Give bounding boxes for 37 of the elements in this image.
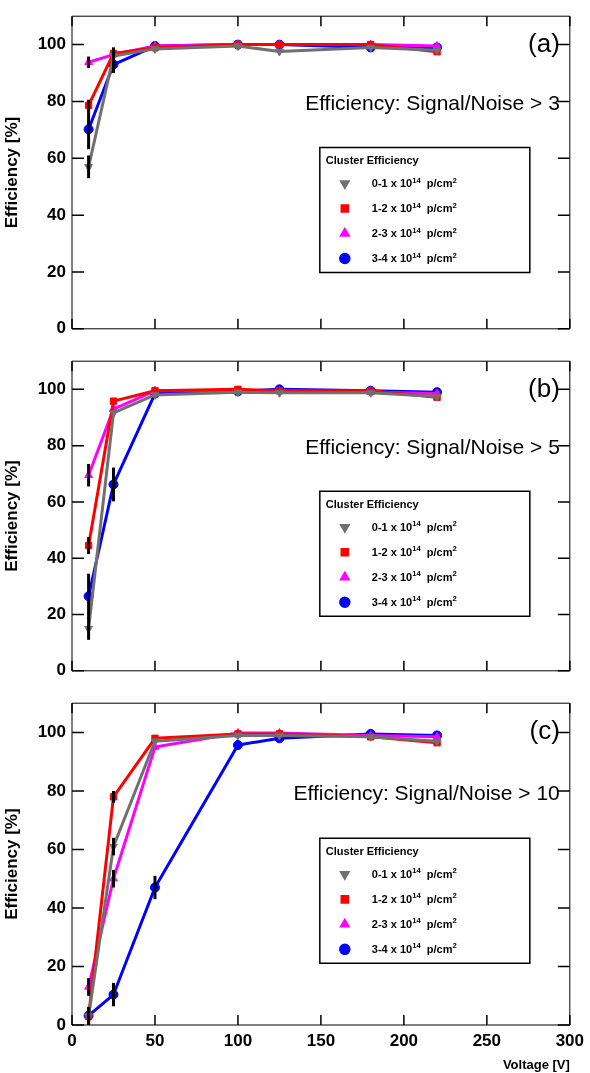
y-axis-title: Efficiency [%] (1, 116, 21, 229)
x-tick-label: 100 (223, 1030, 253, 1050)
x-axis-title: Voltage [V] (502, 1056, 570, 1072)
y-tick-label: 80 (47, 91, 66, 111)
y-tick-label: 80 (47, 435, 66, 455)
x-tick-label: 150 (306, 1030, 336, 1050)
y-tick-label: 80 (47, 780, 66, 800)
y-tick-label: 20 (47, 956, 66, 976)
legend-title: Cluster Efficiency (325, 498, 420, 511)
y-axis-title: Efficiency [%] (1, 808, 21, 920)
y-tick-label: 0 (56, 318, 66, 338)
x-tick-label: 50 (145, 1030, 165, 1050)
annotation: Efficiency: Signal/Noise > 3 (305, 90, 560, 114)
y-tick-label: 60 (47, 491, 66, 511)
annotation: (b) (528, 373, 560, 404)
annotation: (c) (529, 715, 560, 746)
y-tick-label: 20 (47, 604, 66, 624)
y-tick-label: 40 (47, 204, 66, 224)
y-tick-label: 100 (37, 34, 66, 54)
x-tick-label: 200 (389, 1030, 419, 1050)
y-tick-label: 0 (56, 660, 66, 680)
x-tick-label: 300 (555, 1030, 585, 1050)
y-tick-label: 0 (56, 1014, 66, 1034)
y-tick-label: 40 (47, 547, 66, 567)
y-tick-label: 40 (47, 897, 66, 917)
y-tick-label: 60 (47, 839, 66, 859)
y-axis-title: Efficiency [%] (1, 460, 21, 572)
y-tick-label: 100 (37, 379, 66, 399)
y-tick-label: 20 (47, 261, 66, 281)
x-tick-label: 250 (472, 1030, 502, 1050)
y-tick-label: 100 (37, 722, 66, 742)
annotation: Efficiency: Signal/Noise > 10 (293, 780, 560, 804)
legend-title: Cluster Efficiency (325, 845, 420, 858)
annotation: Efficiency: Signal/Noise > 5 (305, 435, 560, 459)
annotation: (a) (528, 28, 560, 59)
legend-title: Cluster Efficiency (325, 154, 420, 167)
y-tick-label: 60 (47, 147, 66, 167)
